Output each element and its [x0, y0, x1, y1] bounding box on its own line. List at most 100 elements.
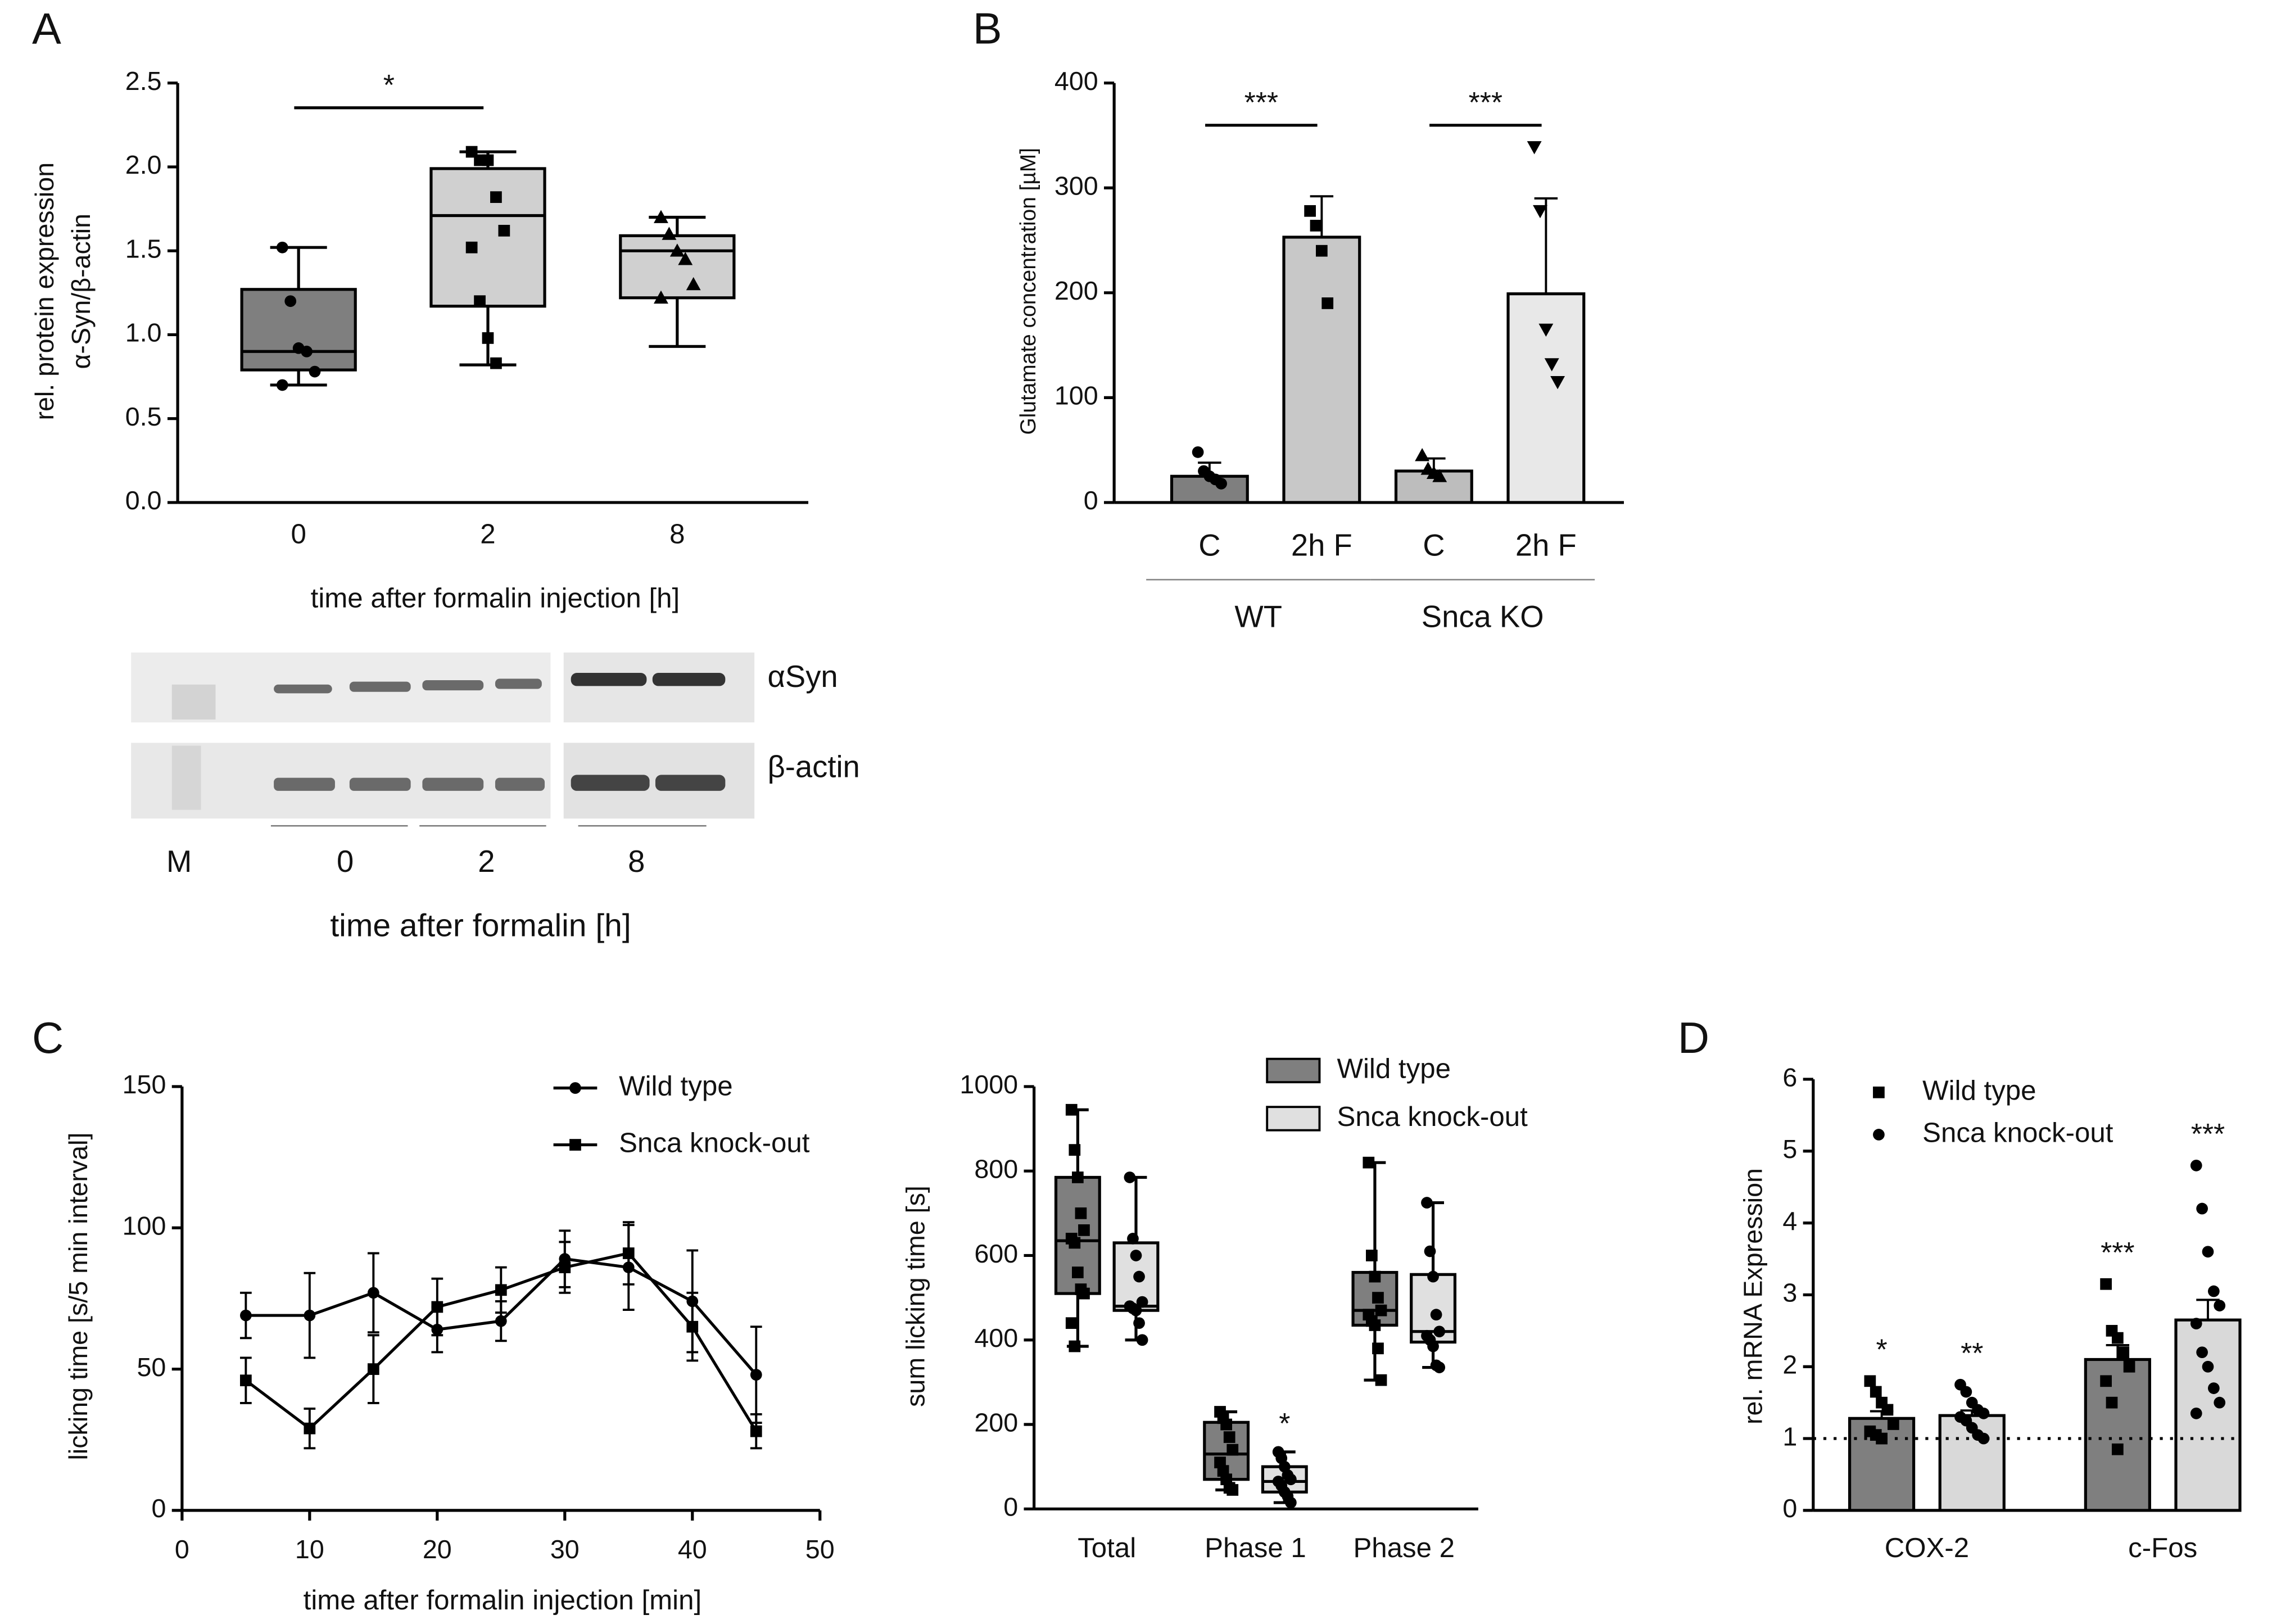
- y-tick-label: 200: [1054, 276, 1098, 305]
- point: [2202, 1360, 2214, 1373]
- point: [1315, 245, 1328, 257]
- point: [490, 191, 502, 203]
- y-tick-label: 100: [1054, 381, 1098, 410]
- point: [559, 1261, 571, 1273]
- panel-label: C: [32, 1014, 64, 1062]
- legend-marker: [569, 1139, 581, 1151]
- point: [498, 224, 510, 237]
- point: [1372, 1342, 1384, 1355]
- point: [482, 154, 494, 166]
- point: [686, 1320, 699, 1333]
- point: [2214, 1396, 2226, 1409]
- significance: ***: [1469, 86, 1503, 119]
- point: [1881, 1404, 1894, 1416]
- significance: ***: [2191, 1118, 2225, 1150]
- point: [2100, 1375, 2112, 1387]
- y-tick-label: 0.0: [125, 486, 162, 515]
- point: [1220, 1418, 1233, 1431]
- bands: [171, 673, 726, 810]
- point: [1538, 323, 1554, 337]
- point: [1424, 1245, 1436, 1257]
- bar: [2084, 1358, 2151, 1512]
- point: [1432, 469, 1447, 482]
- point: [2117, 1346, 2130, 1359]
- point: [367, 1287, 379, 1299]
- y-tick-label: 0: [1084, 486, 1098, 515]
- panel-label: D: [1678, 1014, 1709, 1062]
- error-bar: [1534, 197, 1558, 294]
- y-tick-label: 0: [1782, 1494, 1797, 1523]
- point: [686, 277, 701, 291]
- x-axis-label: time after formalin injection [h]: [311, 583, 680, 614]
- point: [1533, 205, 1547, 219]
- point: [654, 290, 668, 304]
- blot-strip: [563, 652, 755, 723]
- point: [1192, 446, 1204, 458]
- point: [1226, 1484, 1239, 1496]
- lane-label: M: [166, 844, 192, 879]
- point: [1544, 358, 1559, 372]
- significance: ***: [1244, 86, 1279, 119]
- point: [750, 1425, 762, 1437]
- point: [1069, 1340, 1081, 1352]
- x-tick-label: c-Fos: [2128, 1532, 2197, 1563]
- point: [1375, 1304, 1387, 1317]
- legend-marker: [1873, 1129, 1885, 1141]
- y-axis-label: rel. mRNA Expression: [1738, 1168, 1767, 1424]
- x-tick-label: 8: [669, 519, 685, 550]
- point: [276, 379, 288, 391]
- point: [1078, 1224, 1090, 1236]
- x-tick-label: 10: [295, 1535, 324, 1564]
- point: [1427, 1340, 1439, 1352]
- point: [1887, 1418, 1899, 1430]
- y-tick-label: 4: [1782, 1206, 1797, 1236]
- y-axis-label: rel. protein expression: [30, 162, 59, 420]
- y-axis-label: Glutamate concentration [µM]: [1016, 148, 1040, 435]
- y-tick-label: 0: [1003, 1492, 1018, 1522]
- point: [2207, 1285, 2220, 1297]
- y-tick-label: 6: [1782, 1062, 1797, 1092]
- point: [750, 1369, 762, 1381]
- point: [1369, 1270, 1381, 1283]
- point: [1366, 1250, 1378, 1261]
- point: [1133, 1270, 1145, 1283]
- point: [1285, 1473, 1297, 1486]
- point: [1226, 1444, 1239, 1456]
- point: [654, 210, 668, 223]
- point: [1372, 1292, 1384, 1304]
- point: [1304, 205, 1316, 217]
- point: [678, 252, 693, 265]
- x-tick-label: 2h F: [1291, 528, 1352, 563]
- x-tick-label: 30: [550, 1535, 580, 1564]
- point: [482, 332, 494, 344]
- point: [2123, 1360, 2135, 1373]
- x-tick-label: 50: [805, 1535, 835, 1564]
- point: [304, 1309, 316, 1322]
- point: [1864, 1375, 1876, 1387]
- western-blot: αSyn β-actin M 0 2 8 time after formalin…: [131, 652, 860, 944]
- point: [2111, 1332, 2124, 1344]
- y-tick-label: 3: [1782, 1278, 1797, 1308]
- point: [1369, 1319, 1381, 1331]
- y-tick-label: 1.0: [125, 318, 162, 347]
- point: [1065, 1317, 1078, 1329]
- legend-label: Snca knock-out: [619, 1128, 810, 1159]
- significance: **: [1961, 1337, 1983, 1369]
- y-tick-label: 600: [974, 1239, 1018, 1268]
- point: [309, 365, 321, 378]
- lane-label: 0: [337, 844, 354, 879]
- y-tick-label: 5: [1782, 1134, 1797, 1164]
- point: [367, 1363, 379, 1375]
- point: [1527, 141, 1542, 155]
- x-tick-label: C: [1198, 528, 1220, 563]
- significance: *: [1279, 1407, 1290, 1440]
- x-tick-label: 40: [678, 1535, 707, 1564]
- point: [1124, 1171, 1136, 1183]
- point: [431, 1301, 443, 1313]
- point: [1136, 1334, 1148, 1346]
- x-tick-label: 2: [480, 519, 495, 550]
- point: [474, 295, 486, 307]
- point: [1075, 1207, 1087, 1219]
- point: [2207, 1382, 2220, 1394]
